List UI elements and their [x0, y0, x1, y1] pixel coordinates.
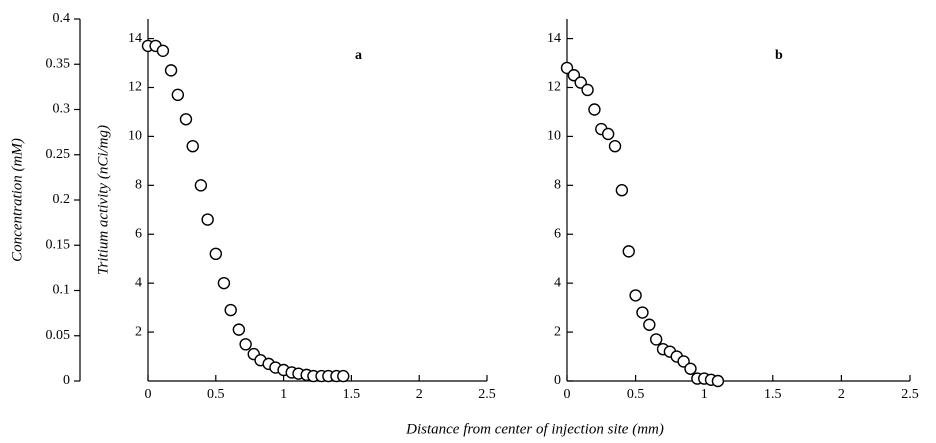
y-axis-label: Tritium activity (nCi/mg) — [95, 125, 111, 275]
y-tick-label: 10 — [128, 129, 142, 144]
data-point — [581, 83, 594, 97]
y2-axis-label: Concentration (mM) — [9, 138, 25, 262]
data-point — [629, 289, 642, 302]
x-tick-label: 2 — [416, 387, 423, 402]
x-tick-label: 2 — [838, 387, 845, 402]
data-point — [186, 139, 199, 153]
y-tick-label: 6 — [135, 226, 142, 241]
x-tick-label: 1 — [280, 387, 287, 402]
y2-tick-label: 0.2 — [53, 192, 71, 207]
data-point — [201, 213, 214, 226]
x-tick-label: 0 — [145, 387, 152, 402]
y2-tick-label: 0.3 — [53, 102, 71, 117]
y-tick-label: 12 — [547, 80, 561, 95]
y2-tick-label: 0 — [63, 373, 70, 388]
y2-tick-label: 0.1 — [53, 283, 71, 298]
data-point — [179, 113, 193, 126]
y-tick-label: 2 — [135, 324, 142, 339]
data-point — [622, 245, 635, 258]
data-point — [711, 374, 725, 388]
y-tick-label: 8 — [554, 178, 561, 193]
x-tick-label: 2.5 — [478, 387, 496, 402]
data-point — [337, 369, 350, 383]
panel-label: b — [775, 48, 783, 63]
x-tick-label: 0.5 — [207, 387, 225, 402]
y-tick-label: 12 — [128, 80, 142, 95]
data-point — [601, 127, 615, 141]
x-tick-label: 1.5 — [343, 387, 361, 402]
data-point — [164, 64, 178, 77]
y-tick-label: 10 — [547, 129, 561, 144]
y-tick-label: 6 — [554, 226, 561, 241]
y-tick-label: 14 — [547, 31, 561, 46]
x-tick-label: 1 — [701, 387, 708, 402]
data-point — [643, 318, 656, 331]
y-tick-label: 8 — [135, 178, 142, 193]
data-point — [684, 362, 697, 375]
data-point — [232, 323, 246, 336]
data-point — [224, 303, 237, 317]
y2-tick-label: 0.4 — [53, 11, 71, 26]
x-axis-label: Distance from center of injection site (… — [405, 421, 664, 437]
data-point — [209, 247, 223, 261]
data-point — [615, 184, 629, 197]
data-point — [156, 44, 170, 57]
y-tick-label: 14 — [128, 31, 142, 46]
y-tick-label: 4 — [554, 275, 561, 290]
data-point — [649, 333, 663, 346]
data-point — [239, 338, 252, 351]
data-point — [608, 139, 622, 153]
x-tick-label: 1.5 — [764, 387, 782, 402]
data-point — [171, 88, 185, 102]
data-point — [636, 306, 649, 319]
y2-tick-label: 0.05 — [46, 328, 71, 343]
data-point — [588, 103, 601, 116]
panel-label: a — [355, 48, 362, 63]
y2-tick-label: 0.15 — [46, 237, 71, 252]
x-tick-label: 0 — [564, 387, 571, 402]
y-tick-label: 0 — [554, 373, 561, 388]
data-point — [217, 276, 231, 290]
x-tick-label: 0.5 — [627, 387, 645, 402]
data-point — [194, 179, 208, 192]
y2-tick-label: 0.35 — [46, 56, 71, 71]
y2-tick-label: 0.25 — [46, 147, 71, 162]
y-tick-label: 4 — [135, 275, 142, 290]
x-tick-label: 2.5 — [901, 387, 919, 402]
y-tick-label: 2 — [554, 324, 561, 339]
